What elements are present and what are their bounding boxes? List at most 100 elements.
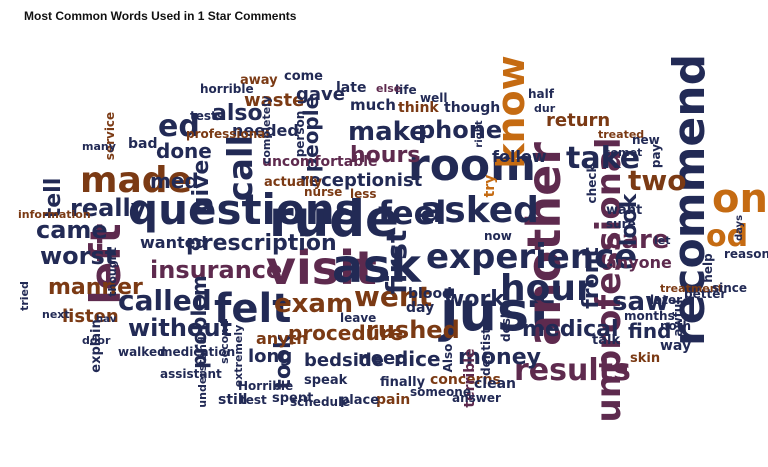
word-feel: feel — [378, 194, 446, 232]
word-questions: questions — [128, 185, 360, 234]
word-gave: gave — [296, 84, 345, 105]
word-follow: follow — [492, 147, 547, 166]
word-late: late — [336, 80, 366, 96]
word-pay: pay — [649, 144, 663, 168]
word-door: door — [82, 334, 111, 347]
word-want: want — [606, 203, 642, 218]
word-help: help — [701, 253, 715, 283]
word-completely: completely — [260, 96, 273, 164]
word-blood: blood — [408, 286, 452, 302]
word-treatment: treatment — [660, 282, 723, 295]
word-one: one — [712, 176, 768, 222]
word-horrible-cap: Horrible — [238, 379, 293, 393]
word-hour: hour — [500, 268, 594, 309]
word-care: care — [606, 225, 669, 255]
word-tell: tell — [41, 178, 66, 219]
word-know: know — [489, 55, 533, 169]
word-day: day — [406, 300, 434, 316]
word-money: money — [458, 345, 541, 370]
word-also-cap: Also — [441, 344, 455, 373]
word-really: really — [70, 194, 147, 222]
word-now: now — [484, 229, 512, 243]
word-schedule: schedule — [290, 395, 350, 409]
word-less: less — [350, 187, 377, 201]
word-better: better — [684, 287, 726, 301]
word-understand: understand — [196, 336, 209, 407]
word-dentist: dentist — [479, 328, 493, 376]
word-person: person — [293, 111, 307, 158]
word-ed: ed — [158, 109, 200, 144]
word-make: make — [348, 117, 427, 147]
word-medication: medication — [160, 345, 235, 359]
word-room: room — [408, 140, 536, 191]
word-sure: sure — [606, 217, 636, 231]
word-professional: professional — [186, 127, 270, 141]
word-made: made — [80, 160, 192, 201]
word-find: find — [628, 319, 671, 343]
word-explain: explain — [89, 319, 104, 372]
word-nice: nice — [394, 347, 441, 371]
word-hours: hours — [350, 143, 420, 168]
word-try: try — [482, 175, 498, 198]
word-unprofessional: unprofessional — [589, 137, 629, 422]
word-rude: rude — [269, 190, 399, 248]
word-anyth: anyth — [256, 329, 308, 348]
word-tests: tests — [190, 109, 224, 123]
word-pain: pain — [376, 392, 410, 408]
word-needed: needed — [232, 121, 299, 140]
word-finally: finally — [380, 375, 426, 390]
word-thought: thought — [106, 247, 119, 296]
word-insurance: insurance — [150, 256, 282, 284]
word-service: service — [103, 112, 117, 160]
word-second: second — [218, 320, 231, 364]
word-still: still — [218, 392, 247, 408]
word-return: return — [546, 110, 610, 131]
word-someone: someone — [410, 385, 471, 399]
word-later: later — [650, 293, 682, 307]
word-concerns: concerns — [430, 372, 501, 388]
word-anyone: anyone — [606, 253, 672, 272]
word-many: many — [82, 140, 116, 153]
word-long: long — [248, 346, 292, 367]
word-give: give — [189, 160, 214, 213]
word-well: well — [420, 91, 447, 105]
word-leave: leave — [340, 311, 376, 325]
word-another: another — [517, 142, 571, 346]
word-uncomfortable: uncomfortable — [262, 154, 378, 170]
word-speak: speak — [304, 373, 348, 388]
word-prescription: prescription — [186, 231, 337, 256]
word-exam: exam — [274, 289, 353, 319]
word-life: life — [395, 83, 417, 97]
word-walked: walked — [118, 345, 166, 359]
word-half: half — [528, 87, 555, 101]
word-horrible: horrible — [200, 82, 254, 96]
word-visit: visit — [266, 241, 377, 295]
word-answer: answer — [452, 391, 501, 405]
word-od: od — [706, 219, 748, 254]
word-ask: ask — [332, 239, 422, 293]
word-procedure: procedure — [288, 321, 403, 345]
word-hav: hav — [96, 314, 117, 325]
word-left: left — [81, 223, 130, 304]
word-saw: saw — [612, 287, 669, 317]
word-went: went — [354, 280, 432, 313]
word-medical: medical — [522, 317, 619, 342]
word-called: called — [118, 284, 212, 317]
word-waste: waste — [244, 90, 304, 111]
word-bad: bad — [128, 136, 158, 152]
word-dur: dur — [534, 102, 556, 115]
word-treated: treated — [598, 128, 644, 141]
word-call: call — [221, 135, 261, 201]
word-think: think — [398, 100, 439, 116]
word-recommend: recommend — [664, 54, 715, 346]
word-work: work — [444, 287, 506, 312]
word-experience: experience — [426, 237, 637, 277]
word-awful: awful — [671, 299, 685, 336]
word-else: else — [376, 82, 401, 95]
word-worst: worst — [40, 242, 116, 270]
word-much: much — [350, 96, 396, 114]
word-people: people — [299, 96, 323, 172]
word-results: results — [514, 353, 631, 388]
word-front: front — [579, 247, 604, 309]
